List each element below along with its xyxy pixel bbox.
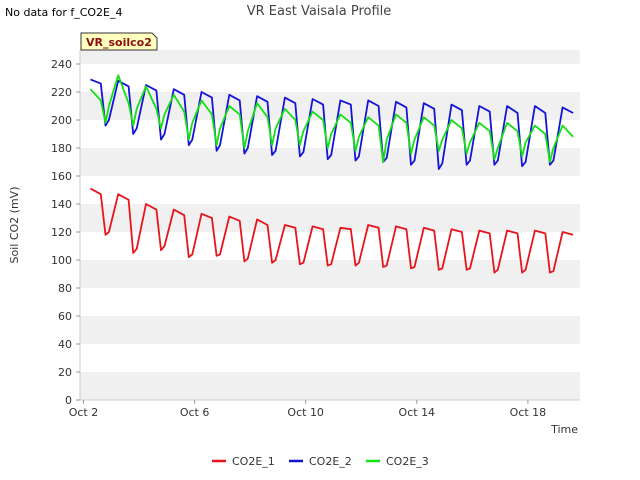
axes: 0 20 40 60 80 100 120 140 160 180 200 220 240 Oct 2 Oc… xyxy=(51,50,580,419)
y-tick-label: 40 xyxy=(58,338,72,351)
y-axis-label: Soil CO2 (mV) xyxy=(8,187,21,264)
y-tick-label: 200 xyxy=(51,114,72,127)
series-line-co2e_3 xyxy=(89,74,574,163)
grid-band xyxy=(80,92,580,120)
grid-band xyxy=(80,204,580,232)
grid-bands xyxy=(80,50,580,400)
x-tick-label: Oct 10 xyxy=(287,406,324,419)
y-tick-label: 220 xyxy=(51,86,72,99)
legend-item-co2e_3: CO2E_3 xyxy=(366,455,429,468)
y-tick-label: 160 xyxy=(51,170,72,183)
plot-lines xyxy=(89,74,574,274)
x-tick-label: Oct 14 xyxy=(399,406,436,419)
y-tick-label: 60 xyxy=(58,310,72,323)
site-badge-label: VR_soilco2 xyxy=(86,36,152,49)
grid-band xyxy=(80,316,580,344)
y-tick-label: 180 xyxy=(51,142,72,155)
x-tick-label: Oct 2 xyxy=(69,406,99,419)
legend-label: CO2E_2 xyxy=(309,455,352,468)
y-tick-label: 120 xyxy=(51,226,72,239)
legend-label: CO2E_3 xyxy=(386,455,429,468)
series-line-co2e_2 xyxy=(90,78,574,170)
y-tick-label: 20 xyxy=(58,366,72,379)
y-tick-label: 140 xyxy=(51,198,72,211)
legend-item-co2e_2: CO2E_2 xyxy=(289,455,352,468)
y-tick-label: 0 xyxy=(65,394,72,407)
y-tick-label: 100 xyxy=(51,254,72,267)
grid-band xyxy=(80,50,580,64)
legend: CO2E_1 CO2E_2 CO2E_3 xyxy=(212,455,429,468)
no-data-note: No data for f_CO2E_4 xyxy=(5,6,123,19)
legend-item-co2e_1: CO2E_1 xyxy=(212,455,275,468)
grid-band xyxy=(80,372,580,400)
series-line-co2e_1 xyxy=(89,187,574,274)
x-tick-label: Oct 18 xyxy=(510,406,547,419)
grid-band xyxy=(80,148,580,176)
site-badge: VR_soilco2 xyxy=(80,32,158,51)
x-tick-label: Oct 6 xyxy=(180,406,210,419)
y-tick-label: 240 xyxy=(51,58,72,71)
y-tick-label: 80 xyxy=(58,282,72,295)
legend-label: CO2E_1 xyxy=(232,455,275,468)
x-axis-label: Time xyxy=(550,423,578,436)
chart-title: VR East Vaisala Profile xyxy=(247,4,392,19)
